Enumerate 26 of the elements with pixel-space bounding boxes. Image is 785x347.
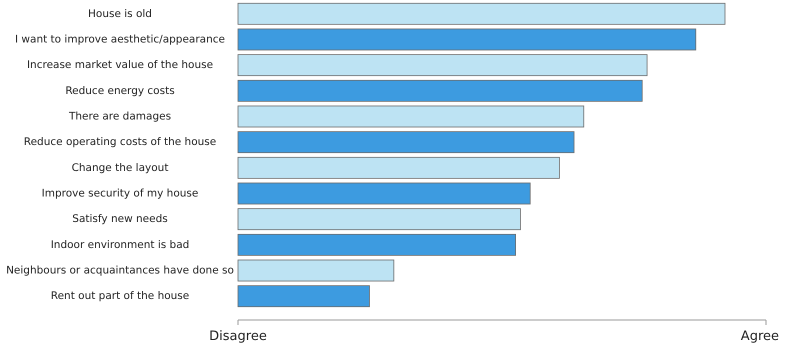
bar <box>238 208 521 230</box>
y-tick-label: Indoor environment is bad <box>50 238 190 251</box>
bar <box>238 234 516 256</box>
y-tick-label: Rent out part of the house <box>50 290 190 302</box>
y-tick-label: Improve security of my house <box>42 188 198 200</box>
bar <box>238 260 394 282</box>
y-tick-label: Increase market value of the house <box>26 59 214 72</box>
bar <box>238 28 696 50</box>
y-tick-label: House is old <box>88 8 152 20</box>
y-tick-label: Reduce energy costs <box>65 84 175 97</box>
bar <box>238 182 531 204</box>
y-tick-label: Satisfy new needs <box>72 213 168 226</box>
y-tick-label: Neighbours or acquaintances have done so <box>6 264 234 277</box>
bar <box>238 131 574 154</box>
y-tick-label: There are damages <box>68 110 172 122</box>
bar <box>238 156 560 179</box>
text: Agree <box>740 329 779 344</box>
bar <box>238 54 648 76</box>
text: Disagree <box>209 329 267 344</box>
y-tick-label: Change the layout <box>72 162 168 174</box>
bar <box>238 80 643 102</box>
bar <box>238 285 370 308</box>
y-tick-label: Reduce operating costs of the house <box>24 136 216 148</box>
bar <box>238 2 726 25</box>
y-tick-label: I want to improve aesthetic/appearance <box>14 33 226 46</box>
bar <box>238 106 584 128</box>
